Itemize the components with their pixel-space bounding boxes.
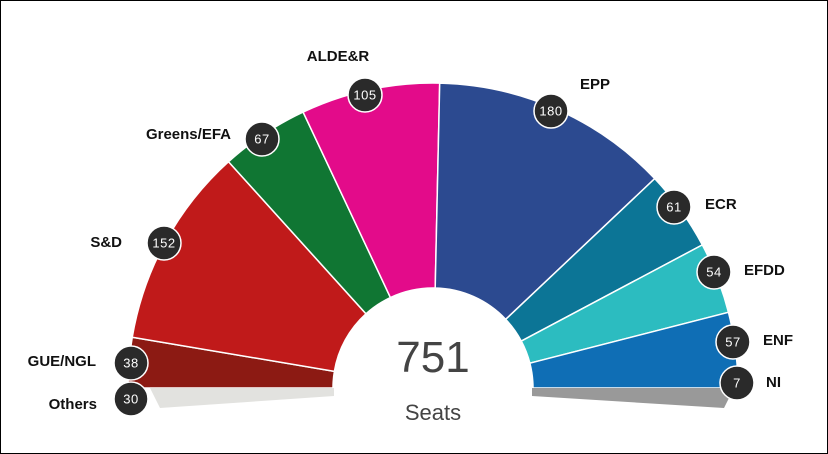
value-gue-ngl: 38 — [123, 355, 138, 370]
value-others: 30 — [123, 391, 138, 406]
label-gue-ngl: GUE/NGL — [28, 353, 96, 370]
badge-gue-ngl — [113, 345, 149, 381]
total-seats-value: 751 — [396, 333, 469, 382]
badge-efdd — [696, 254, 732, 290]
value-enf: 57 — [725, 334, 740, 349]
seat-segments — [127, 82, 739, 389]
label-efdd: EFDD — [744, 262, 785, 279]
badge-epp — [533, 93, 569, 129]
label-enf: ENF — [763, 332, 793, 349]
label-others: Others — [49, 396, 97, 413]
seat-badges: 30 38 152 67 105 180 61 54 57 7 — [113, 77, 755, 417]
label-ni: NI — [766, 374, 781, 391]
badge-ecr — [656, 189, 692, 225]
segment-ni — [532, 388, 734, 408]
badge-others — [113, 381, 149, 417]
badge-ni — [719, 365, 755, 401]
party-labels: Others GUE/NGL S&D Greens/EFA ALDE&R EPP ECR EF… — [28, 48, 793, 413]
total-seats-label: Seats — [405, 400, 461, 425]
label-alde-r: ALDE&R — [307, 48, 370, 65]
value-epp: 180 — [539, 103, 562, 118]
badge-s-d — [146, 225, 182, 261]
segment-s-d — [131, 160, 368, 373]
value-efdd: 54 — [706, 264, 721, 279]
value-s-d: 152 — [152, 235, 175, 250]
badge-enf — [715, 324, 751, 360]
label-greens-efa: Greens/EFA — [146, 126, 231, 143]
segment-others — [150, 388, 334, 408]
label-s-d: S&D — [90, 234, 122, 251]
value-alde-r: 105 — [353, 87, 376, 102]
value-greens-efa: 67 — [254, 131, 269, 146]
badge-alde-r — [347, 77, 383, 113]
segment-epp — [434, 82, 656, 321]
label-epp: EPP — [580, 76, 610, 93]
value-ecr: 61 — [666, 199, 681, 214]
value-ni: 7 — [733, 375, 741, 390]
floor-strips — [150, 388, 734, 408]
badge-greens-efa — [244, 121, 280, 157]
label-ecr: ECR — [705, 196, 737, 213]
